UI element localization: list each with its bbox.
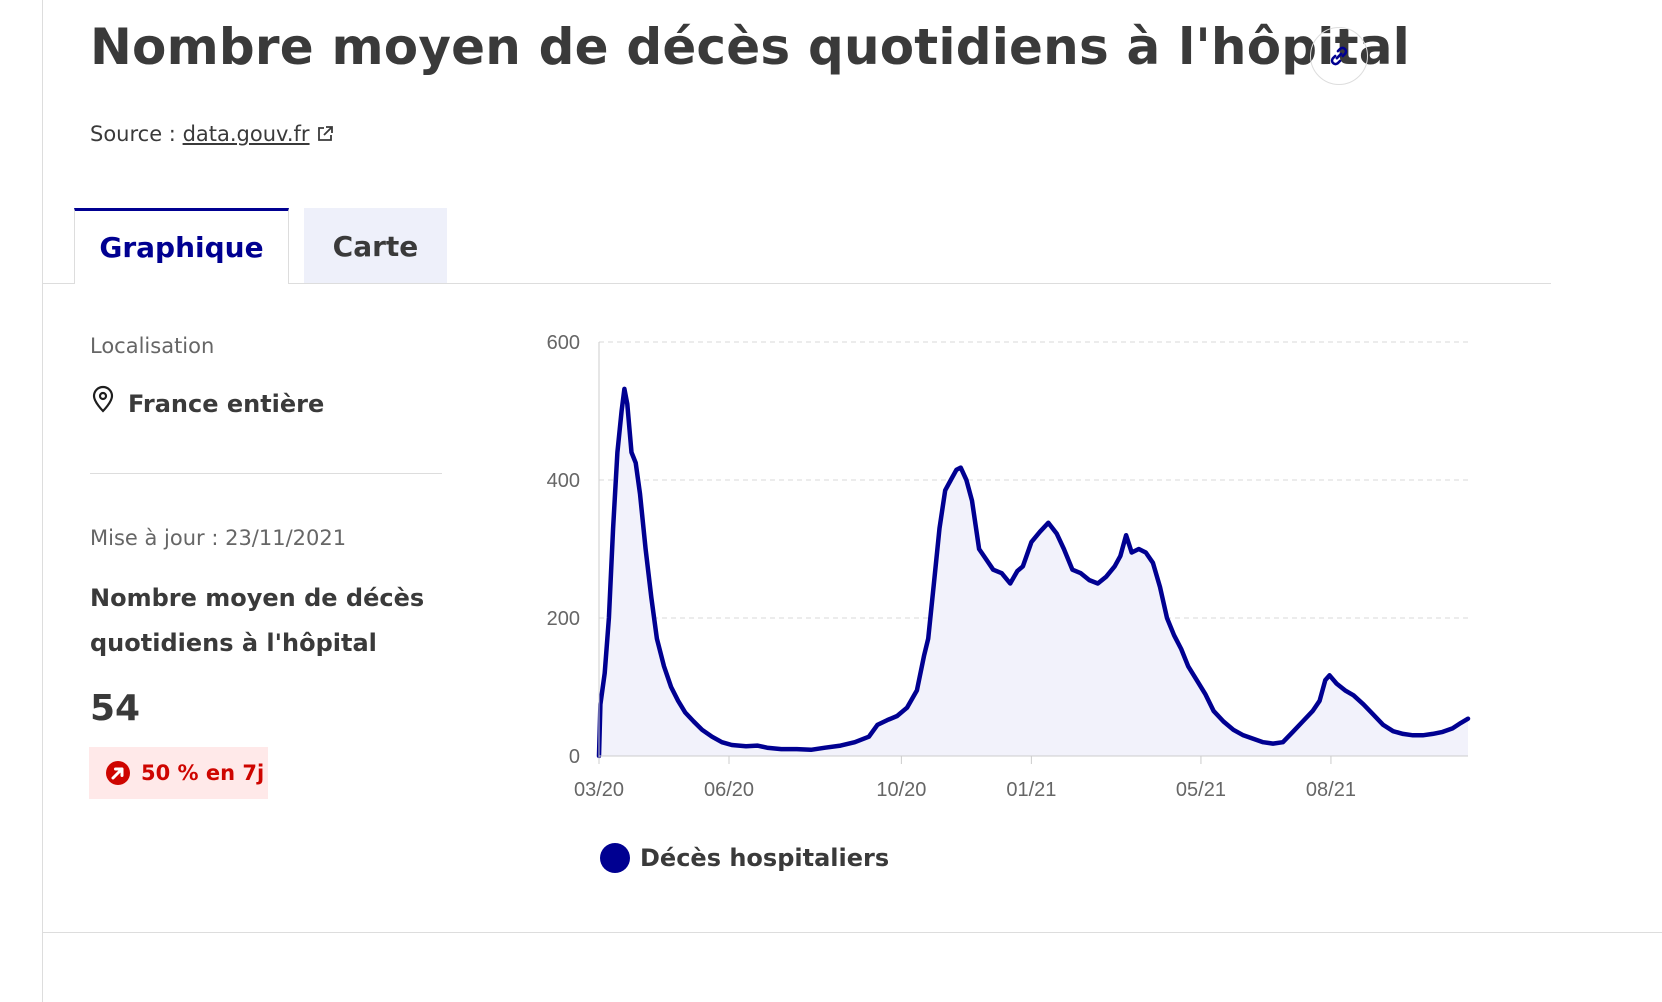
metric-value: 54 [90, 688, 141, 729]
link-icon [1330, 46, 1348, 66]
card-bottom-border [42, 932, 1662, 933]
y-tick-label: 600 [547, 332, 580, 354]
y-tick-label: 400 [547, 470, 580, 492]
series-line [596, 386, 1471, 759]
tab-graphique[interactable]: Graphique [74, 208, 289, 284]
page-title: Nombre moyen de décès quotidiens à l'hôp… [90, 18, 1410, 76]
location-label: Localisation [90, 334, 215, 358]
trend-up-icon [106, 761, 130, 785]
x-tick-label: 03/20 [574, 779, 624, 801]
x-tick-label: 01/21 [1006, 779, 1056, 801]
legend-label: Décès hospitaliers [640, 844, 890, 872]
x-tick-label: 10/20 [876, 779, 926, 801]
metric-name: Nombre moyen de décès quotidiens à l'hôp… [90, 584, 425, 657]
x-tick-label: 05/21 [1176, 779, 1226, 801]
y-tick-label: 0 [569, 746, 580, 768]
legend-marker [600, 843, 630, 873]
source-link[interactable]: data.gouv.fr [183, 122, 334, 146]
trend-text: 50 % en 7j [141, 761, 265, 785]
tab-bar-border [42, 283, 74, 284]
location-value: France entière [128, 390, 325, 418]
x-tick-label: 08/21 [1306, 779, 1356, 801]
update-date: Mise à jour : 23/11/2021 [90, 526, 347, 550]
series-area [599, 388, 1468, 756]
source-line: Source : data.gouv.fr [90, 122, 334, 146]
legend: Décès hospitaliers [600, 843, 889, 873]
y-tick-label: 200 [547, 608, 580, 630]
sidebar-divider [90, 473, 442, 474]
tab-bar-border [289, 283, 1551, 284]
tab-carte[interactable]: Carte [304, 208, 447, 284]
source-prefix: Source : [90, 122, 176, 146]
chart: 0 200 400 600 03/20 06/20 10/20 01/21 05/21 08/21 [547, 332, 1471, 801]
copy-link-button[interactable] [1310, 27, 1368, 85]
source-link-text: data.gouv.fr [182, 122, 310, 146]
trend-badge: 50 % en 7j [89, 747, 268, 799]
map-pin-icon [92, 385, 114, 413]
external-link-icon [317, 126, 333, 141]
x-tick-label: 06/20 [704, 779, 754, 801]
card-frame [42, 0, 1653, 1002]
